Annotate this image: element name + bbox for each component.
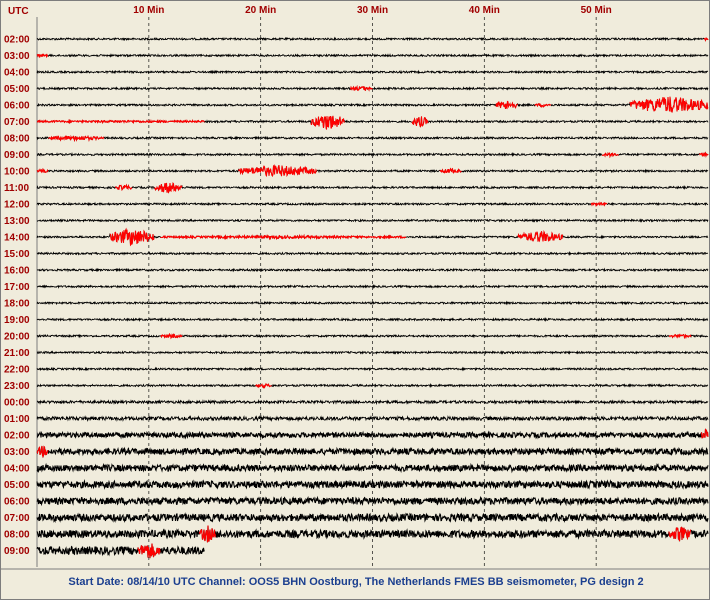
row-label-2: 04:00 [4,68,30,79]
row-label-24: 02:00 [4,431,30,442]
trace-row-20 [36,366,709,372]
event-row-5-0 [36,118,205,125]
event-row-24-0 [700,428,709,439]
trace-row-27 [36,479,709,490]
event-row-25-0 [36,445,49,459]
x-tick-label-30: 30 Min [357,5,388,16]
x-tick-label-10: 10 Min [133,5,164,16]
event-row-7-1 [699,151,709,158]
event-row-4-2 [629,96,709,113]
trace-row-17 [36,317,709,323]
trace-row-8 [36,164,709,177]
event-row-4-1 [534,103,552,108]
row-label-29: 07:00 [4,513,30,524]
event-row-5-2 [411,116,429,128]
trace-row-13 [36,250,709,256]
event-row-21-0 [255,382,272,389]
event-row-18-0 [160,332,183,340]
trace-row-2 [36,69,709,75]
event-row-7-0 [601,151,619,159]
row-label-20: 22:00 [4,365,30,376]
trace-row-30 [36,525,709,543]
row-label-26: 04:00 [4,464,30,475]
event-row-0-0 [703,37,709,42]
trace-row-15 [36,284,709,290]
trace-row-29 [36,512,709,524]
trace-row-19 [36,350,709,355]
row-label-11: 13:00 [4,216,30,227]
row-label-4: 06:00 [4,101,30,112]
row-label-14: 16:00 [4,266,30,277]
trace-row-28 [36,495,709,507]
row-label-9: 11:00 [4,183,29,194]
trace-row-23 [36,414,709,423]
event-row-3-0 [349,84,373,92]
row-label-1: 03:00 [4,51,30,62]
event-row-1-0 [36,53,49,59]
trace-row-25 [36,445,709,459]
trace-row-6 [36,135,709,142]
event-row-31-0 [137,543,161,559]
row-label-31: 09:00 [4,546,30,557]
event-row-12-1 [160,233,407,241]
trace-row-14 [36,267,709,273]
chart-caption: Start Date: 08/14/10 UTC Channel: OOS5 B… [68,576,644,588]
row-label-7: 09:00 [4,150,30,161]
event-row-9-0 [115,183,133,191]
row-label-18: 20:00 [4,332,30,343]
x-tick-label-20: 20 Min [245,5,276,16]
event-row-8-2 [439,167,462,174]
row-label-10: 12:00 [4,200,30,211]
trace-row-18 [36,333,709,340]
row-label-5: 07:00 [4,117,30,128]
trace-row-22 [36,398,709,406]
row-label-16: 18:00 [4,299,30,310]
row-label-22: 00:00 [4,398,30,409]
event-row-8-1 [238,164,318,178]
row-label-30: 08:00 [4,530,30,541]
trace-row-1 [36,53,709,58]
trace-row-0 [36,36,709,42]
trace-row-31 [36,543,205,559]
row-label-27: 05:00 [4,480,30,491]
event-row-10-0 [590,201,608,208]
row-label-3: 05:00 [4,84,30,95]
trace-row-7 [36,151,709,159]
event-row-12-2 [517,230,564,243]
event-row-30-0 [198,525,217,543]
event-row-12-0 [109,227,155,247]
x-tick-label-40: 40 Min [469,5,500,16]
row-label-15: 17:00 [4,282,30,293]
row-label-8: 10:00 [4,167,30,178]
trace-row-24 [36,428,709,440]
trace-row-16 [36,300,709,306]
event-row-5-1 [310,115,346,130]
trace-row-9 [36,182,709,194]
row-label-12: 14:00 [4,233,30,244]
row-label-6: 08:00 [4,134,30,145]
event-row-9-1 [154,182,183,194]
row-label-25: 03:00 [4,447,30,458]
event-row-18-1 [668,333,692,340]
utc-header: UTC [8,6,29,17]
row-label-0: 02:00 [4,35,30,46]
x-tick-label-50: 50 Min [581,5,612,16]
trace-row-4 [36,96,709,113]
row-label-23: 01:00 [4,414,30,425]
row-label-17: 19:00 [4,315,30,326]
row-label-21: 23:00 [4,381,30,392]
event-row-8-0 [36,167,49,174]
row-label-28: 06:00 [4,497,30,508]
event-row-30-1 [668,526,692,542]
event-row-6-0 [48,134,105,143]
trace-row-11 [37,218,709,223]
row-label-19: 21:00 [4,348,30,359]
trace-row-26 [36,462,709,474]
trace-row-21 [36,382,709,389]
event-row-4-0 [495,100,518,110]
row-label-13: 15:00 [4,249,30,260]
